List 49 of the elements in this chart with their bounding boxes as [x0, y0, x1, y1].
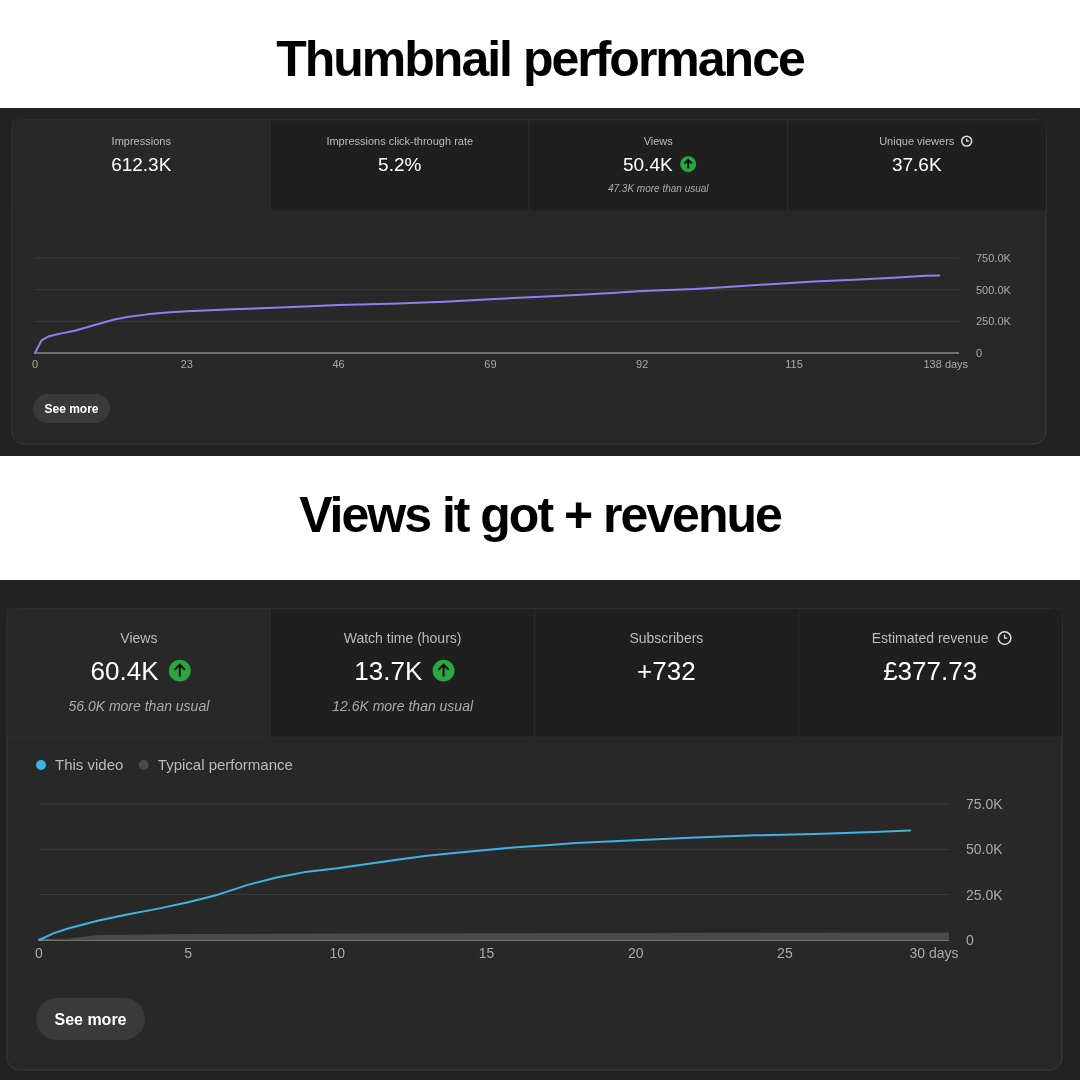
text: 50.4K: [622, 154, 673, 175]
category-label: Impressions click-through rate: [326, 135, 474, 147]
x-tick-label: 5: [184, 945, 193, 961]
x-tick-label: 0: [31, 358, 39, 370]
x-tick-label: 30 days: [909, 945, 959, 961]
x-tick-label: 20: [627, 945, 644, 961]
x-tick-label: 25: [777, 945, 793, 961]
category-label: Estimated revenue: [871, 630, 989, 646]
text: +732: [637, 656, 696, 686]
x-tick-label: 115: [785, 358, 803, 370]
legend-label: This video: [55, 756, 124, 773]
text: See more: [54, 1010, 127, 1028]
x-tick-label: 92: [636, 358, 649, 370]
x-tick-label: 138 days: [923, 358, 969, 370]
y-tick-label: 25.0K: [966, 886, 1004, 903]
x-tick-label: 46: [332, 358, 345, 370]
line-series: [38, 829, 912, 941]
text: Views it got + revenue: [299, 487, 783, 543]
y-tick-label: 50.0K: [966, 841, 1004, 858]
y-tick-label: 0: [976, 346, 983, 359]
x-tick-label: 15: [478, 945, 495, 961]
text: 60.4K: [90, 656, 159, 686]
y-tick-label: 750.0K: [976, 251, 1012, 264]
x-tick-label: 23: [180, 358, 193, 370]
line-series: [34, 274, 941, 354]
category-label: Watch time (hours): [343, 630, 462, 646]
x-tick-label: 69: [484, 358, 497, 370]
y-tick-label: 0: [966, 931, 974, 948]
legend-label: Typical performance: [157, 756, 293, 773]
x-tick-label: 10: [329, 945, 346, 961]
y-tick-label: 75.0K: [966, 795, 1004, 812]
category-label: Impressions: [111, 135, 172, 147]
text: See more: [44, 401, 99, 416]
y-tick-label: 500.0K: [976, 283, 1012, 296]
category-label: Subscribers: [629, 630, 704, 646]
text: 37.6K: [891, 154, 942, 175]
x-tick-label: 0: [35, 945, 44, 961]
category-label: Unique viewers: [879, 135, 955, 147]
y-tick-label: 250.0K: [976, 315, 1012, 328]
text: £377.73: [883, 656, 978, 686]
text: 612.3K: [111, 154, 172, 175]
text: Thumbnail performance: [276, 31, 805, 87]
text: 13.7K: [354, 656, 423, 686]
text: 12.6K more than usual: [332, 698, 474, 714]
text: 5.2%: [378, 154, 422, 175]
category-label: Views: [120, 630, 158, 646]
category-label: Views: [643, 135, 674, 147]
text: 56.0K more than usual: [68, 698, 210, 714]
text: 47.3K more than usual: [607, 183, 709, 194]
